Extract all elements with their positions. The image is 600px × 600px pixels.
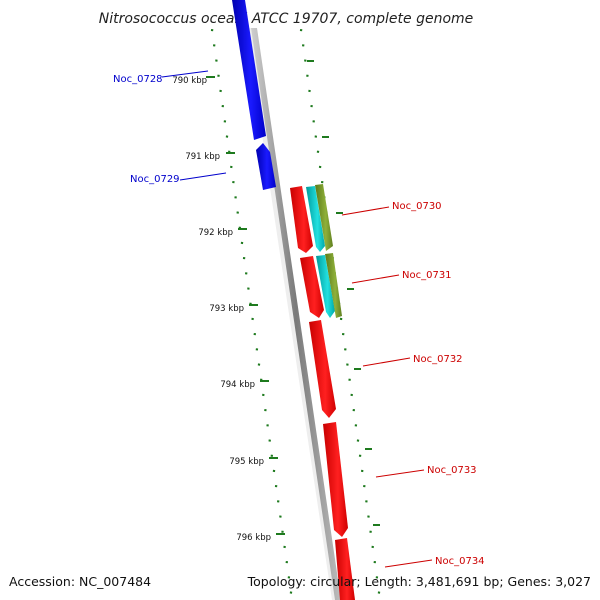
- label-noc-0730[interactable]: Noc_0730: [392, 201, 442, 212]
- scale-label-795: 795 kbp: [229, 457, 264, 467]
- gene-noc-0734[interactable]: [335, 538, 355, 600]
- gene-noc-0730[interactable]: [290, 186, 313, 253]
- label-noc-0732[interactable]: Noc_0732: [413, 354, 463, 365]
- gene-noc-0732[interactable]: [309, 320, 336, 418]
- label-noc-0734[interactable]: Noc_0734: [435, 556, 485, 567]
- leader-line: [362, 357, 411, 367]
- label-noc-0733[interactable]: Noc_0733: [427, 465, 477, 476]
- leader-line: [179, 172, 227, 181]
- accession-text: Accession: NC_007484: [9, 574, 151, 589]
- scale-label-794: 794 kbp: [220, 380, 255, 390]
- map-title: Nitrosococcus oceani ATCC 19707, complet…: [99, 11, 474, 27]
- scale-label-792: 792 kbp: [198, 228, 233, 238]
- scale-labels: 790 kbp 791 kbp 792 kbp 793 kbp 794 kbp …: [172, 76, 285, 543]
- scale-label-790: 790 kbp: [172, 76, 207, 86]
- reverse-strand-genes: [232, 0, 276, 190]
- gene-noc-0733[interactable]: [323, 422, 348, 537]
- leader-line: [161, 70, 209, 78]
- genome-summary-text: Topology: circular; Length: 3,481,691 bp…: [247, 574, 591, 589]
- cds-feature[interactable]: [306, 186, 325, 252]
- misc-features: [315, 184, 342, 318]
- gene-noc-0729[interactable]: [256, 143, 276, 190]
- leader-line: [375, 469, 425, 478]
- tick-marks-inner: [210, 29, 293, 594]
- cds-features: [306, 186, 335, 318]
- label-noc-0731[interactable]: Noc_0731: [402, 270, 452, 281]
- misc-feature[interactable]: [325, 253, 342, 318]
- gene-noc-0731[interactable]: [300, 256, 324, 318]
- scale-label-796: 796 kbp: [236, 533, 271, 543]
- tick-marks-outer: [299, 29, 381, 594]
- misc-feature[interactable]: [315, 184, 333, 251]
- gene-labels: Noc_0728 Noc_0729 Noc_0730 Noc_0731 Noc_…: [113, 70, 485, 568]
- label-noc-0729[interactable]: Noc_0729: [130, 174, 180, 185]
- gene-noc-0728[interactable]: [232, 0, 266, 140]
- leader-line: [351, 274, 400, 284]
- scale-label-793: 793 kbp: [209, 304, 244, 314]
- cds-feature[interactable]: [316, 255, 335, 318]
- forward-strand-genes: [290, 186, 355, 600]
- label-noc-0728[interactable]: Noc_0728: [113, 74, 163, 85]
- leader-line: [341, 206, 390, 216]
- leader-line: [384, 559, 433, 568]
- scale-label-791: 791 kbp: [185, 152, 220, 162]
